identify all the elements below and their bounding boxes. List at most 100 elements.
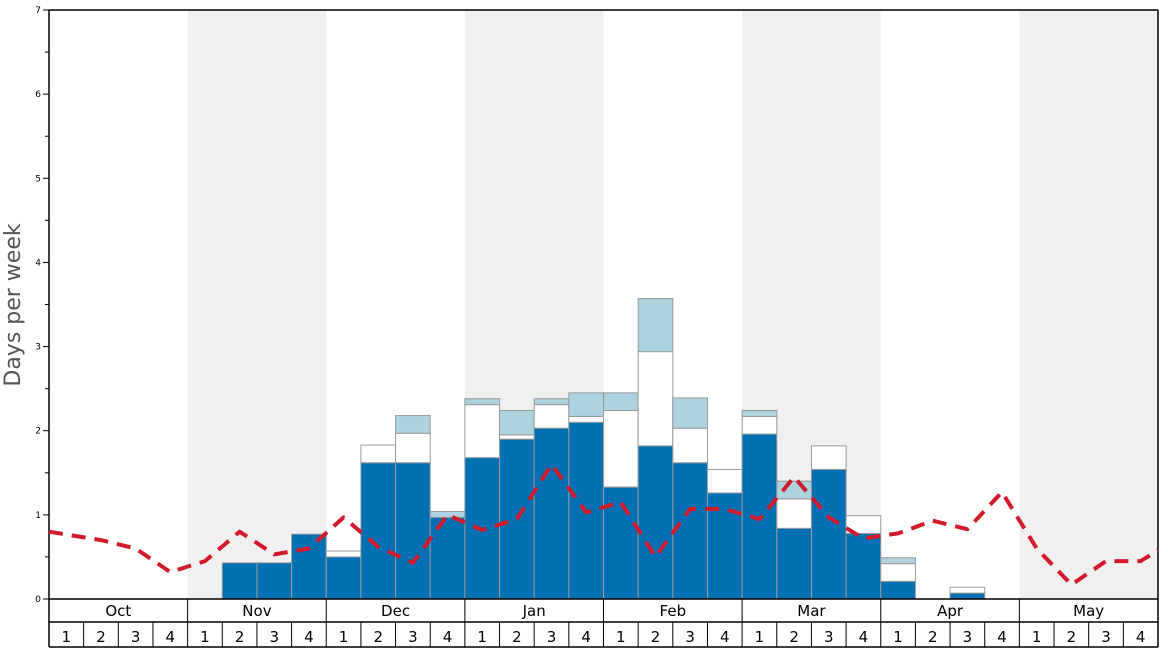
month-label: Feb [660,602,687,620]
bar-segment-dark [395,462,431,600]
y-tick-label: 4 [35,258,41,268]
bar-segment-light [637,298,674,353]
week-label: 1 [1032,628,1042,646]
week-label: 4 [443,628,453,646]
bar-segment-white [325,550,362,558]
bar-segment-light [533,398,570,406]
week-label: 3 [1101,628,1111,646]
bar-segment-dark [810,468,847,600]
x-axis: Oct 1 2 3 4 Nov 1 2 3 4 Dec 1 2 3 4 Jan 1 2 3 4 Feb 1 2 3 4 Mar 1 2… [48,598,1159,648]
week-label: 2 [235,628,245,646]
bar-segment-dark [776,527,812,600]
average-line [48,462,1160,587]
y-tick-label: 0 [35,595,41,605]
week-label: 4 [859,628,869,646]
bar-segment-light [672,397,708,429]
y-tick-label: 5 [35,174,41,184]
week-label: 3 [547,628,557,646]
bar-segment-dark [256,562,293,600]
month-label: Dec [381,602,410,620]
week-label: 3 [408,628,418,646]
bar-segment-white [672,427,708,464]
bar-segment-white [360,444,397,464]
month-shading [187,10,1158,599]
month-label: May [1073,602,1104,620]
bar-segment-white [776,498,812,529]
bar-segment-dark [637,445,674,600]
bar-segment-dark [325,556,362,600]
week-label: 2 [651,628,661,646]
bar-segment-light [741,410,778,417]
bar-segment-white [603,410,639,488]
month-label: Apr [937,602,964,620]
bar-segment-dark [533,427,570,600]
week-label: 4 [1136,628,1146,646]
month-label: Jan [522,602,546,620]
week-label: 2 [96,628,106,646]
week-label: 3 [963,628,973,646]
bar-segment-white [533,404,570,429]
y-tick-label: 1 [35,511,41,521]
week-label: 2 [1067,628,1077,646]
week-label: 4 [581,628,591,646]
week-label: 4 [166,628,176,646]
month-label: Mar [797,602,826,620]
month-shade [187,10,327,599]
bar-segment-light [499,410,535,436]
y-tick-label: 7 [35,6,41,16]
bar-segment-white [499,434,535,440]
week-label: 1 [339,628,349,646]
month-label: Nov [242,602,271,620]
week-label: 2 [512,628,522,646]
bar-segment-dark [221,562,258,600]
bar-segment-dark [949,592,986,600]
y-axis: 0 1 2 3 4 5 6 7 [35,6,1159,605]
week-label: 1 [893,628,903,646]
bar-segment-dark [429,516,466,600]
bar-segment-dark [568,421,604,600]
y-tick-label: 2 [35,427,41,437]
month-shade [1019,10,1158,599]
bars [221,298,986,600]
bar-segment-white [706,468,743,494]
week-label: 1 [616,628,626,646]
bar-segment-light [880,557,916,565]
bar-segment-light [464,398,501,406]
bar-segment-white [880,563,916,582]
bar-segment-light [395,415,431,434]
bar-segment-dark [845,532,882,600]
week-label: 2 [373,628,383,646]
bar-segment-light [568,392,604,417]
bar-segment-dark [291,533,327,600]
bar-segment-white [568,415,604,423]
bar-segment-white [637,351,674,447]
bar-segment-white [395,432,431,464]
bar-segment-dark [672,462,708,600]
week-label: 1 [62,628,72,646]
week-label: 4 [720,628,730,646]
week-label: 3 [131,628,141,646]
bar-segment-light [603,392,639,412]
week-label: 2 [789,628,799,646]
y-axis-label: Days per week [1,223,26,386]
y-tick-label: 3 [35,343,41,353]
bar-segment-white [741,415,778,435]
week-label: 3 [269,628,279,646]
bar-segment-light [429,510,466,518]
week-label: 1 [755,628,765,646]
bar-segment-white [464,404,501,459]
week-label: 4 [997,628,1007,646]
bar-segment-white [810,445,847,470]
bar-segment-dark [880,580,916,600]
week-label: 1 [477,628,487,646]
week-label: 3 [824,628,834,646]
bar-segment-dark [360,462,397,600]
week-label: 1 [200,628,210,646]
bar-segment-white [949,586,986,594]
week-label: 3 [685,628,695,646]
month-label: Oct [105,602,131,620]
week-label: 4 [304,628,314,646]
y-tick-label: 6 [35,90,41,100]
bar-segment-white [845,515,882,534]
